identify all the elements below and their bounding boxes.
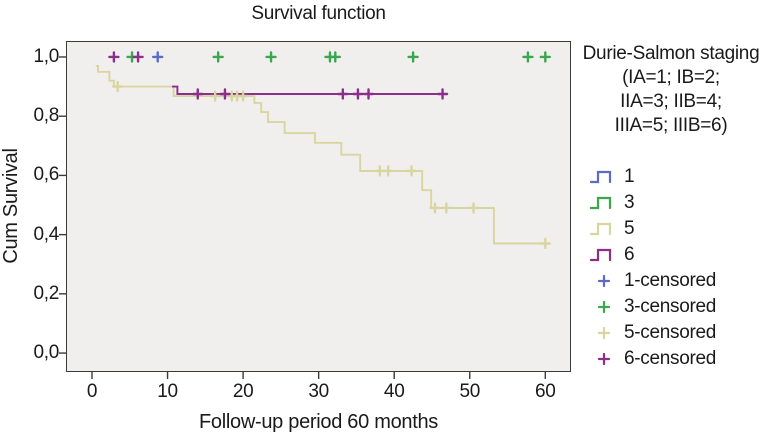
series-5-censored-mark [440, 202, 453, 214]
series-3-censored-mark [265, 51, 277, 63]
series-5-censored-mark [382, 165, 394, 177]
legend-item-label: 6-censored [624, 348, 717, 369]
plot-area [66, 41, 571, 372]
legend-item-label: 1 [624, 166, 635, 187]
series-6-censored-mark [352, 88, 364, 100]
legend-title-line: Durie-Salmon staging [582, 43, 760, 64]
step-line-icon [590, 222, 612, 236]
step-line-icon [590, 196, 612, 210]
legend-item-6-censored: 6-censored [574, 346, 768, 372]
legend-items: 1 3 5 6 1-censored 3-censored 5-censored 6-cens… [574, 164, 768, 372]
censored-plus-icon [597, 352, 611, 366]
legend-item-label: 5-censored [624, 322, 717, 343]
series-6-censored-mark [219, 88, 231, 100]
y-axis-title: Cum Survival [0, 148, 22, 264]
series-6-line [172, 85, 448, 95]
series-5-censored-mark [209, 90, 221, 102]
step-line-icon [590, 248, 612, 262]
x-axis-title: Follow-up period 60 months [199, 411, 438, 433]
y-tick-label: 0,6 [33, 164, 59, 186]
y-tick-label: 0,8 [33, 105, 59, 127]
series-5-censored-mark [429, 202, 441, 214]
censored-plus-icon [597, 300, 611, 314]
censored-plus-icon [597, 274, 611, 288]
x-tick-label: 20 [232, 381, 254, 402]
x-tick-label: 50 [459, 381, 481, 402]
legend-item-1-censored: 1-censored [574, 268, 768, 294]
legend-item-3-censored: 3-censored [574, 294, 768, 320]
series-5-censored-mark [539, 237, 552, 250]
series-6-censored-mark [337, 88, 349, 100]
series-6-censored-mark [132, 51, 144, 63]
legend-item-label: 6 [624, 244, 635, 265]
y-tick-label: 0,2 [33, 282, 59, 304]
series-5-censored-mark [111, 80, 124, 93]
series-6-censored-mark [192, 88, 204, 100]
legend-item-5: 5 [574, 216, 768, 242]
series-5-line [95, 64, 548, 245]
series-1-censored-mark [152, 51, 164, 63]
y-tick-label: 1,0 [33, 45, 59, 67]
x-tick-label: 0 [86, 381, 98, 402]
series-6-censored-mark [362, 88, 375, 100]
legend-item-label: 3 [624, 192, 635, 213]
legend-title-line: IIA=3; IIB=4; [620, 91, 722, 112]
x-tick-label: 40 [383, 381, 405, 402]
censored-plus-icon [597, 326, 611, 340]
series-5-censored-mark [237, 90, 249, 102]
x-tick-label: 60 [535, 381, 556, 402]
series-3-censored-mark [522, 51, 534, 63]
y-tick-label: 0,4 [33, 223, 59, 245]
legend-item-label: 5 [624, 218, 635, 239]
legend-item-label: 1-censored [624, 270, 717, 291]
legend-item-label: 3-censored [624, 296, 717, 317]
legend-title-line: IIIA=5; IIIB=6) [614, 115, 728, 136]
series-5-censored-mark [467, 202, 480, 214]
series-3-censored-mark [539, 51, 552, 63]
x-tick-label: 30 [308, 381, 329, 402]
y-tick-label: 0,0 [33, 342, 59, 364]
legend: Durie-Salmon staging (IA=1; IB=2; IIA=3;… [574, 42, 768, 372]
series-6-censored-mark [108, 51, 120, 63]
legend-title-line: (IA=1; IB=2; [622, 67, 720, 88]
legend-item-3: 3 [574, 190, 768, 216]
legend-item-1: 1 [574, 164, 768, 190]
x-tick-label: 10 [157, 381, 178, 402]
chart-title: Survival function [251, 3, 386, 24]
series-3-censored-mark [407, 51, 419, 63]
step-line-icon [590, 170, 612, 184]
series-6-censored-mark [436, 88, 449, 100]
series-3-censored-mark [212, 51, 224, 63]
legend-item-5-censored: 5-censored [574, 320, 768, 346]
series-5-censored-mark [405, 165, 418, 177]
legend-item-6: 6 [574, 242, 768, 268]
series-3-censored-mark [329, 51, 341, 63]
